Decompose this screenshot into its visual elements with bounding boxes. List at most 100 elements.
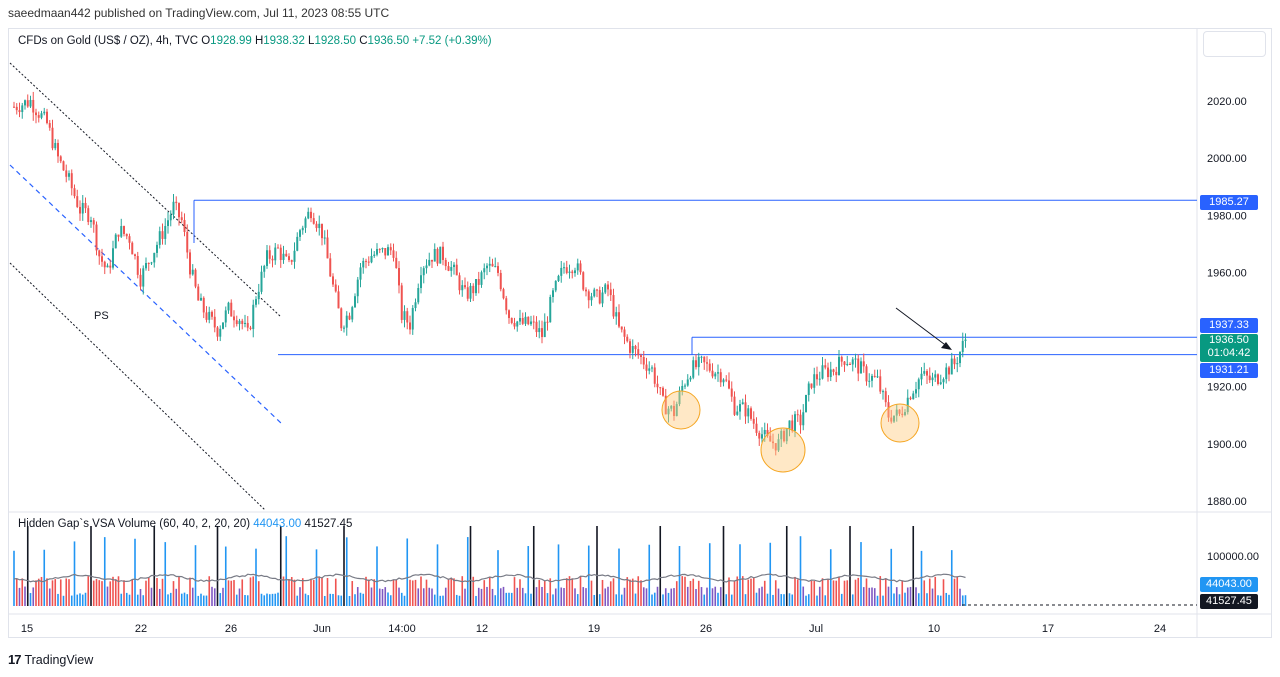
volume-bar bbox=[816, 595, 818, 606]
volume-bar bbox=[667, 592, 670, 606]
high-label: H bbox=[254, 35, 264, 47]
channel-upper-line bbox=[9, 62, 281, 317]
volume-bar bbox=[356, 587, 359, 606]
volume-bar bbox=[260, 593, 263, 606]
candle-body bbox=[189, 252, 191, 275]
candle-body bbox=[711, 370, 714, 377]
candle-body bbox=[277, 247, 279, 249]
volume-bar bbox=[213, 588, 216, 606]
candle-body bbox=[131, 242, 134, 255]
volume-bar bbox=[706, 587, 708, 606]
candle-body bbox=[494, 266, 497, 268]
volume-axis-tick: 100000.00 bbox=[1207, 551, 1259, 563]
volume-bar bbox=[310, 578, 312, 606]
volume-bar bbox=[131, 579, 134, 606]
candle-body bbox=[774, 443, 777, 451]
volume-bar bbox=[24, 586, 26, 606]
volume-bar bbox=[653, 592, 656, 606]
candle-body bbox=[354, 296, 356, 308]
chart-frame bbox=[8, 28, 1272, 638]
volume-bar bbox=[208, 576, 211, 606]
candle-body bbox=[876, 376, 879, 378]
volume-bar bbox=[282, 576, 285, 606]
candle-body bbox=[571, 271, 574, 274]
volume-bar bbox=[230, 580, 233, 606]
volume-bar bbox=[937, 595, 939, 606]
volume-value-2: 41527.45 bbox=[304, 518, 353, 530]
candle-body bbox=[752, 418, 755, 424]
volume-bar bbox=[98, 580, 101, 606]
volume-bar bbox=[516, 587, 519, 606]
open-label: O bbox=[201, 35, 211, 47]
candle-body bbox=[274, 247, 277, 261]
candle-body bbox=[304, 218, 307, 228]
candle-body bbox=[862, 361, 865, 367]
candle-body bbox=[736, 411, 739, 415]
volume-bar bbox=[703, 594, 706, 606]
current-price-value: 1936.50 bbox=[1209, 334, 1249, 346]
volume-bar bbox=[695, 588, 697, 606]
tradingview-brand[interactable]: 17 TradingView bbox=[8, 652, 93, 667]
candle-body bbox=[337, 291, 340, 309]
candle-body bbox=[24, 100, 26, 106]
candle-body bbox=[807, 383, 810, 396]
volume-bar bbox=[739, 544, 741, 606]
candle-body bbox=[392, 250, 395, 258]
candle-body bbox=[813, 374, 816, 388]
candle-body bbox=[219, 328, 222, 337]
volume-bar bbox=[626, 577, 629, 606]
volume-bar bbox=[343, 526, 345, 606]
candle-body bbox=[51, 127, 54, 149]
candle-body bbox=[76, 196, 79, 207]
volume-bar bbox=[180, 593, 183, 606]
candle-body bbox=[65, 170, 68, 177]
candle-body bbox=[420, 275, 422, 289]
candle-body bbox=[502, 289, 505, 299]
candle-body bbox=[961, 340, 964, 352]
candle-body bbox=[568, 271, 571, 273]
volume-bar bbox=[598, 594, 601, 606]
y-tick-label: 2000.00 bbox=[1207, 153, 1247, 165]
candle-body bbox=[414, 302, 417, 309]
candle-body bbox=[928, 375, 931, 381]
candle-body bbox=[73, 188, 76, 197]
volume-tag-2: 41527.45 bbox=[1200, 594, 1258, 609]
candle-body bbox=[246, 322, 249, 328]
volume-bar bbox=[524, 593, 527, 606]
volume-bar bbox=[634, 593, 637, 606]
volume-bar bbox=[65, 578, 68, 606]
volume-bar bbox=[838, 576, 840, 606]
candle-body bbox=[266, 250, 268, 266]
chart-toolbar-box[interactable] bbox=[1203, 31, 1266, 57]
volume-bar bbox=[780, 594, 783, 606]
candle-body bbox=[893, 415, 895, 422]
candle-body bbox=[909, 397, 912, 400]
candle-body bbox=[150, 262, 153, 264]
volume-bar bbox=[453, 578, 455, 606]
volume-bar bbox=[689, 580, 692, 606]
volume-bar bbox=[629, 579, 631, 606]
candle-body bbox=[156, 244, 158, 253]
volume-bar bbox=[351, 581, 354, 606]
volume-bar bbox=[761, 586, 763, 606]
candle-body bbox=[169, 214, 172, 221]
volume-bar bbox=[959, 588, 961, 606]
volume-bar bbox=[860, 542, 862, 606]
volume-bar bbox=[494, 595, 497, 606]
volume-bar bbox=[472, 576, 475, 606]
volume-bar bbox=[167, 594, 169, 606]
volume-bar bbox=[923, 580, 926, 606]
candle-body bbox=[18, 110, 21, 113]
candle-body bbox=[549, 296, 552, 323]
candle-body bbox=[444, 259, 447, 267]
volume-bar bbox=[87, 576, 90, 606]
volume-bar bbox=[285, 536, 288, 606]
candle-body bbox=[497, 266, 499, 273]
candle-body bbox=[139, 274, 142, 287]
volume-bar bbox=[224, 546, 227, 606]
volume-bar bbox=[194, 545, 197, 606]
volume-bar bbox=[255, 548, 257, 606]
volume-bar bbox=[268, 594, 271, 606]
volume-bar bbox=[277, 592, 279, 606]
